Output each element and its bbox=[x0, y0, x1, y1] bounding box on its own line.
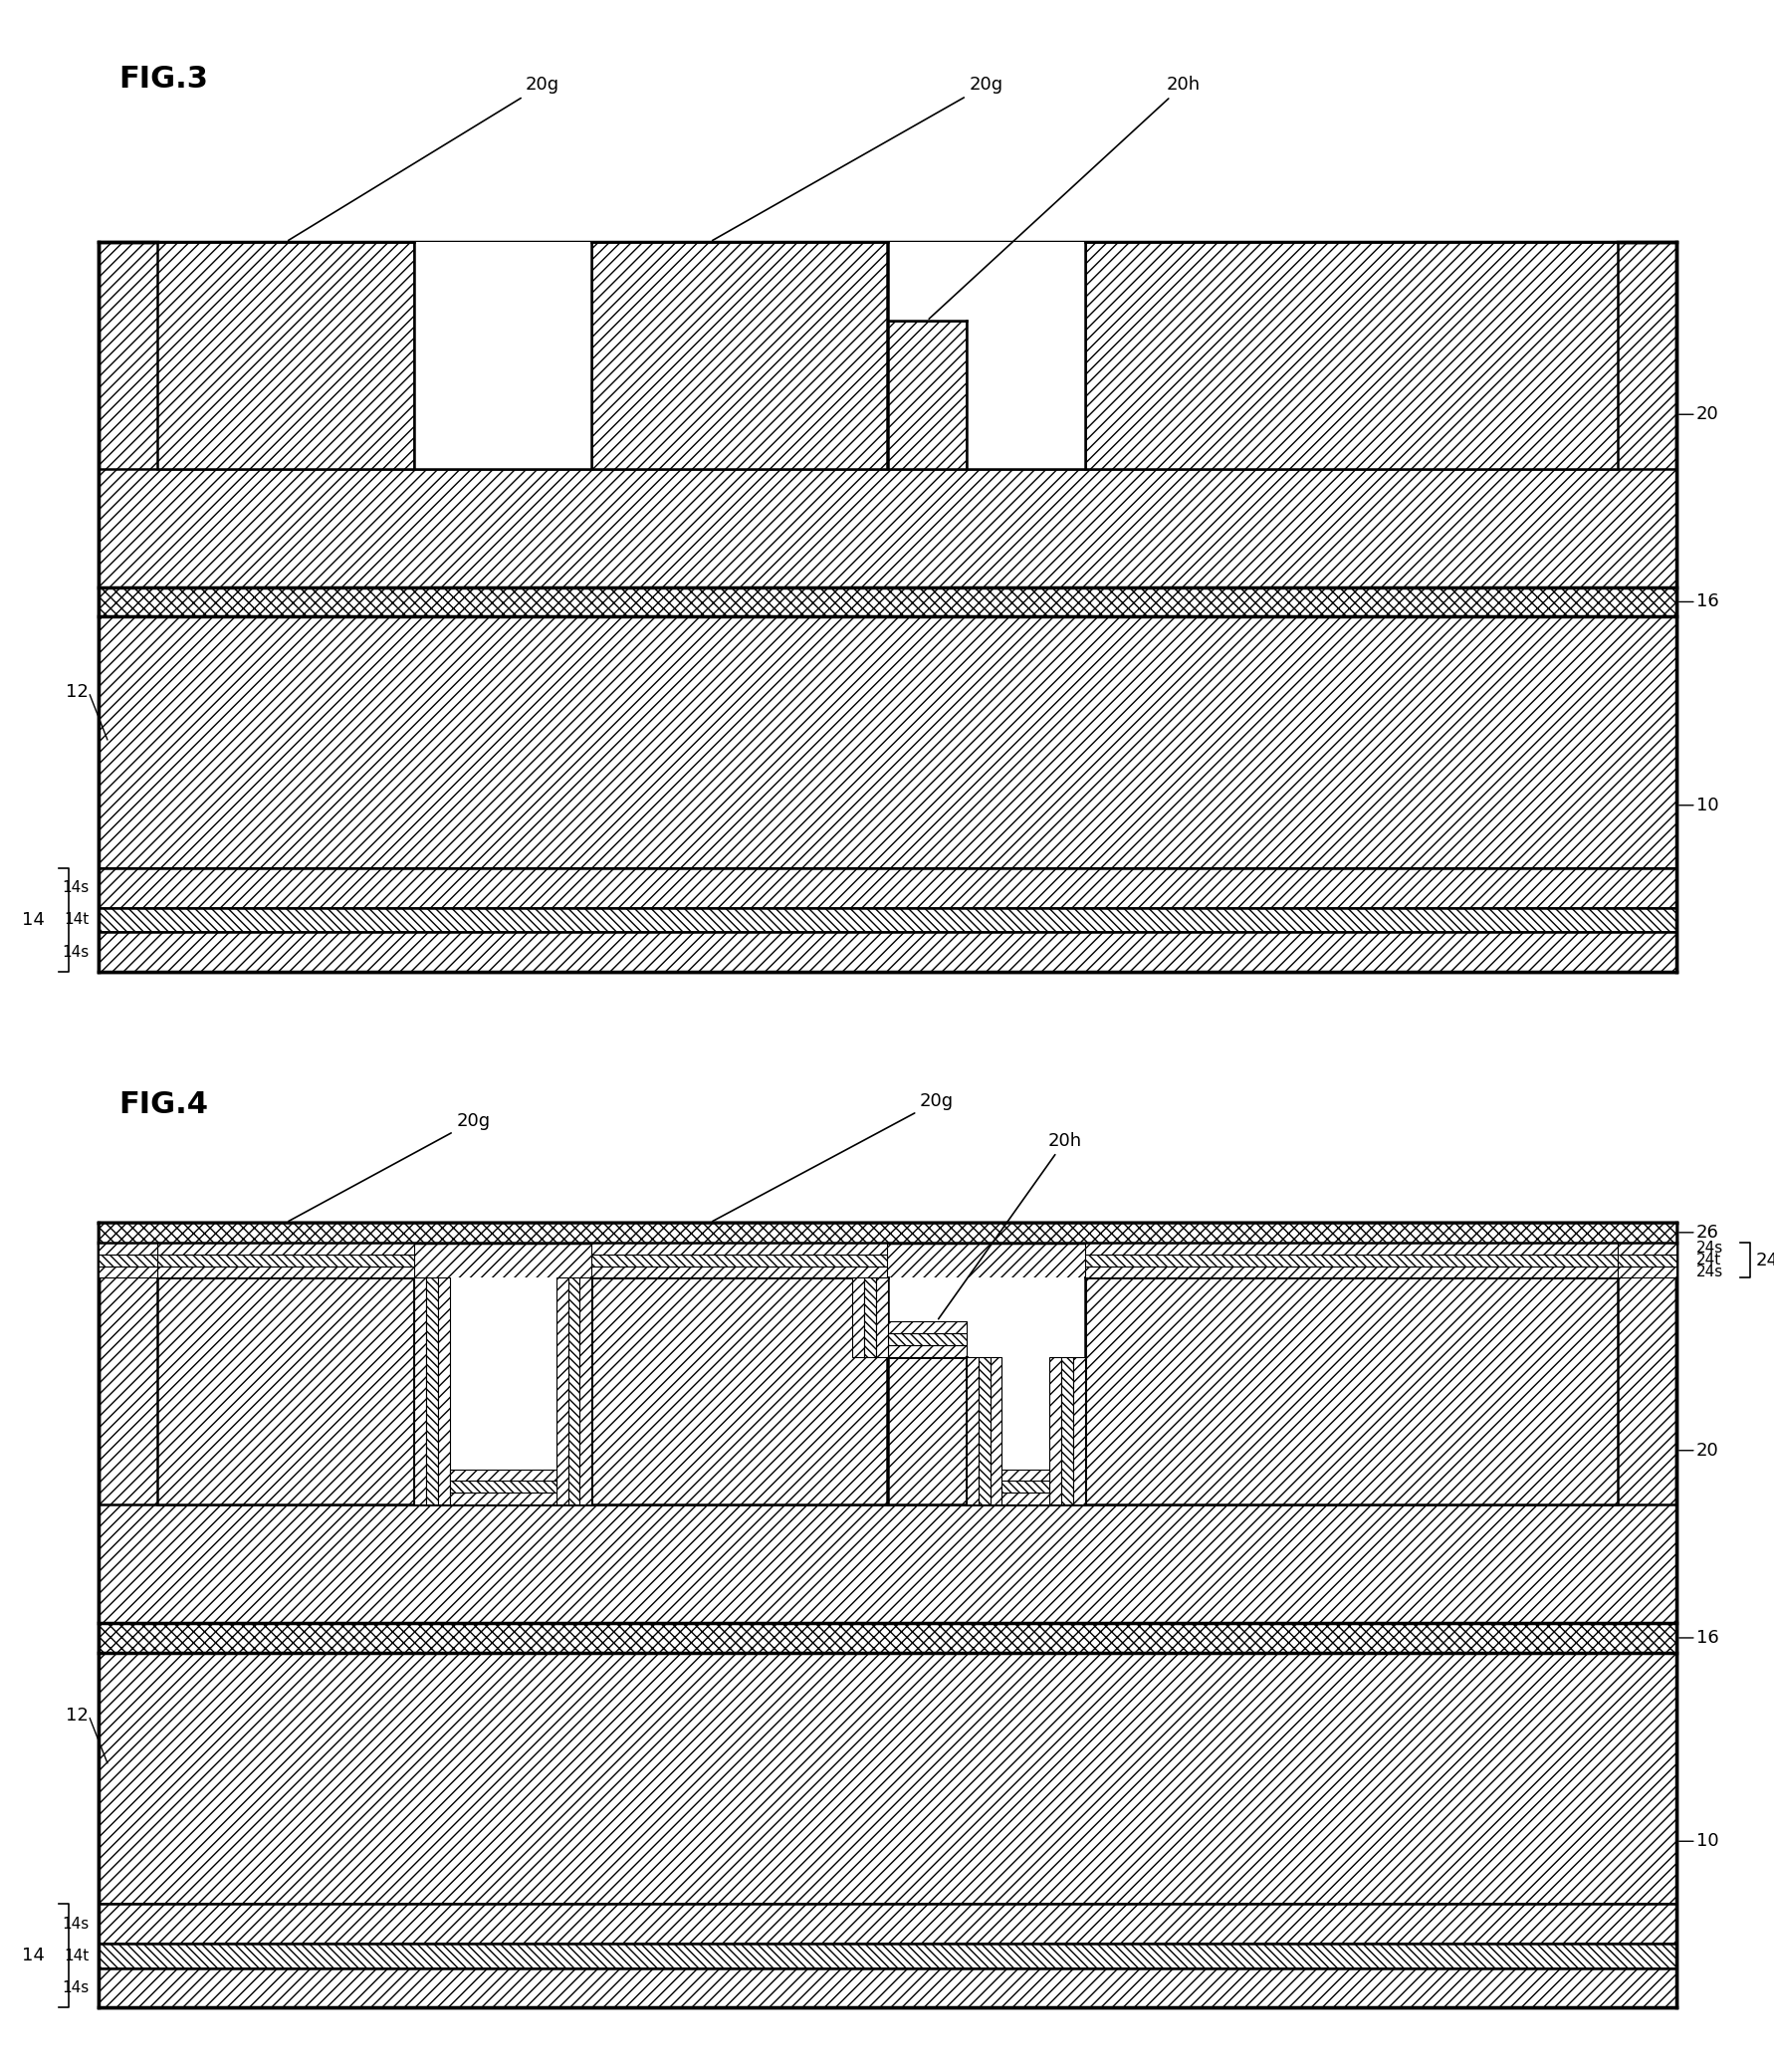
Bar bbox=[1001, 1481, 1048, 1492]
Bar bbox=[864, 1278, 875, 1357]
Bar bbox=[158, 1254, 413, 1266]
Text: 24s: 24s bbox=[1696, 1241, 1723, 1256]
Text: 24s: 24s bbox=[1696, 1264, 1723, 1278]
Bar bbox=[1084, 242, 1616, 468]
Bar bbox=[449, 1481, 555, 1492]
Bar bbox=[99, 1653, 1675, 1904]
Bar bbox=[1616, 1243, 1675, 1254]
Bar bbox=[158, 1266, 413, 1278]
Text: 20h: 20h bbox=[938, 1131, 1082, 1320]
Bar bbox=[965, 1357, 977, 1504]
Bar bbox=[887, 1322, 965, 1332]
Bar bbox=[426, 1278, 438, 1504]
Bar bbox=[887, 1345, 965, 1357]
Text: 20g: 20g bbox=[287, 77, 559, 240]
Bar bbox=[965, 321, 1084, 468]
Bar bbox=[555, 1278, 568, 1504]
Bar bbox=[591, 1254, 887, 1266]
Text: FIG.3: FIG.3 bbox=[119, 64, 208, 93]
Bar bbox=[99, 617, 1675, 868]
Text: 10: 10 bbox=[1696, 796, 1717, 814]
Bar bbox=[1084, 1278, 1616, 1504]
Text: 14: 14 bbox=[21, 912, 44, 928]
Bar bbox=[99, 242, 1675, 972]
Bar bbox=[591, 1243, 887, 1254]
Bar bbox=[591, 242, 887, 468]
Bar bbox=[875, 1278, 887, 1357]
Text: 14s: 14s bbox=[62, 1981, 89, 1995]
Text: 24t: 24t bbox=[1696, 1254, 1721, 1268]
Text: 20g: 20g bbox=[287, 1113, 490, 1220]
Text: 14t: 14t bbox=[64, 912, 89, 928]
Text: 14s: 14s bbox=[62, 945, 89, 959]
Bar bbox=[1048, 1357, 1061, 1504]
Text: 14s: 14s bbox=[62, 1917, 89, 1931]
Text: 16: 16 bbox=[1696, 593, 1717, 611]
Bar bbox=[99, 468, 1675, 586]
Text: 12: 12 bbox=[66, 684, 89, 700]
Bar bbox=[887, 1332, 965, 1345]
Bar bbox=[449, 1469, 555, 1481]
Text: 20: 20 bbox=[1696, 1442, 1717, 1459]
Bar bbox=[852, 1278, 864, 1357]
Text: 14: 14 bbox=[21, 1948, 44, 1964]
Bar bbox=[977, 1357, 990, 1504]
Bar bbox=[413, 242, 591, 468]
Bar bbox=[99, 586, 1675, 617]
Text: 24: 24 bbox=[1754, 1251, 1774, 1268]
Bar bbox=[1616, 1254, 1675, 1266]
Bar bbox=[99, 1254, 158, 1266]
Bar bbox=[1071, 1357, 1084, 1504]
Bar bbox=[99, 1222, 1675, 1243]
Text: FIG.4: FIG.4 bbox=[119, 1090, 208, 1119]
Bar bbox=[99, 932, 1675, 972]
Bar bbox=[1061, 1357, 1071, 1504]
Text: 20: 20 bbox=[1696, 406, 1717, 423]
Bar bbox=[99, 1904, 1675, 1944]
Bar bbox=[99, 1266, 158, 1278]
Text: 14s: 14s bbox=[62, 881, 89, 895]
Bar bbox=[580, 1278, 591, 1504]
Text: 20h: 20h bbox=[928, 77, 1199, 319]
Bar bbox=[449, 1492, 555, 1504]
Bar bbox=[568, 1278, 580, 1504]
Text: 20g: 20g bbox=[711, 77, 1002, 240]
Text: 14t: 14t bbox=[64, 1948, 89, 1964]
Bar bbox=[1001, 1492, 1048, 1504]
Bar bbox=[591, 1266, 887, 1278]
Bar bbox=[1084, 1254, 1616, 1266]
Bar bbox=[158, 1278, 413, 1504]
Text: 12: 12 bbox=[66, 1707, 89, 1724]
Bar bbox=[99, 1944, 1675, 1968]
Bar bbox=[887, 242, 1084, 321]
Bar bbox=[99, 1222, 1675, 2008]
Bar bbox=[887, 321, 965, 468]
Bar bbox=[1084, 1266, 1616, 1278]
Bar bbox=[158, 1243, 413, 1254]
Bar bbox=[99, 1622, 1675, 1653]
Bar bbox=[99, 1968, 1675, 2008]
Text: 10: 10 bbox=[1696, 1832, 1717, 1850]
Bar bbox=[99, 1504, 1675, 1622]
Bar bbox=[413, 1278, 591, 1504]
Bar bbox=[99, 1222, 1675, 2008]
Bar bbox=[887, 1357, 965, 1504]
Bar bbox=[1616, 1266, 1675, 1278]
Bar bbox=[99, 242, 1675, 972]
Text: 16: 16 bbox=[1696, 1629, 1717, 1647]
Bar bbox=[990, 1357, 1001, 1504]
Bar bbox=[158, 242, 413, 468]
Text: 20g: 20g bbox=[711, 1092, 953, 1220]
Bar bbox=[99, 908, 1675, 932]
Bar bbox=[887, 1278, 1084, 1357]
Bar bbox=[99, 868, 1675, 908]
Bar bbox=[965, 1357, 1084, 1504]
Bar bbox=[413, 1278, 426, 1504]
Bar bbox=[99, 1243, 158, 1254]
Text: 26: 26 bbox=[1696, 1222, 1717, 1241]
Bar bbox=[1084, 1243, 1616, 1254]
Bar bbox=[438, 1278, 449, 1504]
Bar bbox=[1001, 1469, 1048, 1481]
Bar bbox=[591, 1278, 887, 1504]
